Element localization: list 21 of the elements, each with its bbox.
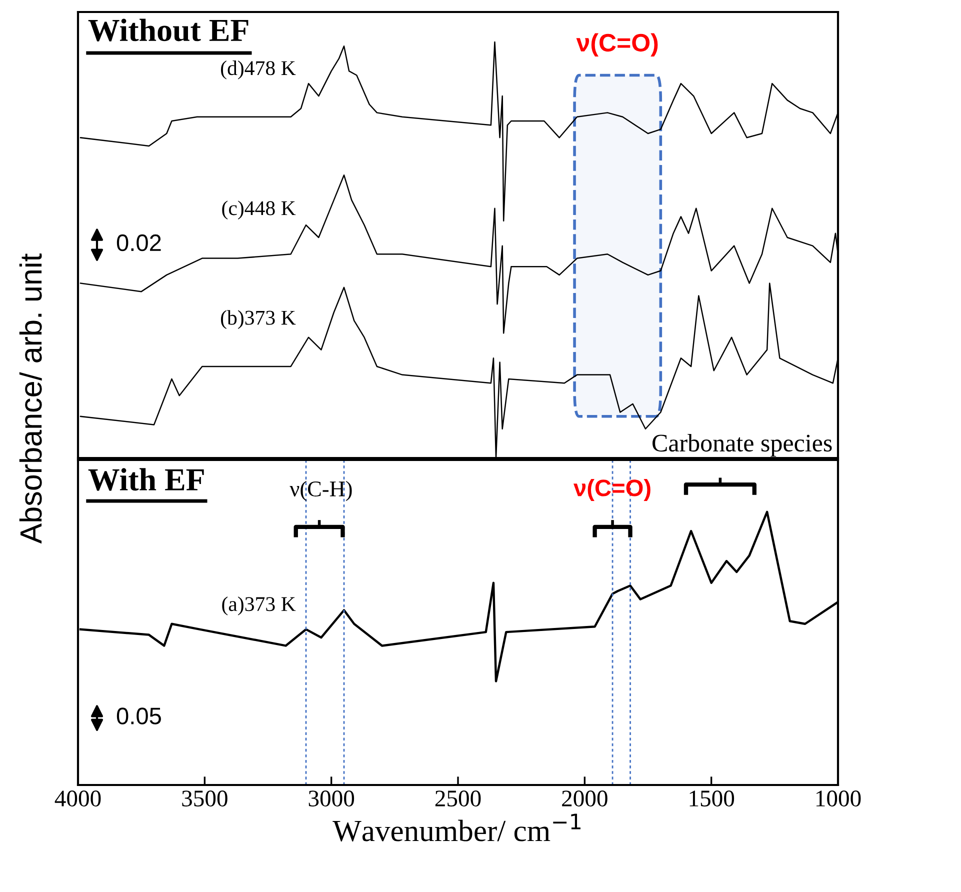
series-label: (b)373 K (220, 310, 296, 330)
annotation: Carbonate species (652, 434, 832, 457)
x-tick-label: 4000 (54, 790, 101, 806)
band-label: ν(C=O) (576, 33, 658, 57)
chart-title: With EF (88, 468, 204, 491)
x-tick-label: 2000 (562, 790, 608, 806)
annotation: 0.02 (116, 234, 161, 252)
x-tick-label: 1500 (690, 790, 734, 806)
text: ν(C-H) (290, 480, 352, 501)
text: ν(C=O) (574, 478, 650, 501)
annotation: 0.05 (116, 708, 161, 724)
x-tick-label: 1000 (816, 790, 861, 806)
y-axis-title: Absorbance/ arb. unit (19, 253, 42, 544)
x-axis-title: Wavenumber/ cm$^{−1}$ (332, 814, 580, 842)
series-label: (d)478 K (220, 60, 296, 80)
series-label: (a)373 K (222, 596, 296, 616)
chart-title: Without EF (88, 18, 248, 42)
series-label: (c)448 K (222, 200, 296, 220)
x-tick-label: 3000 (308, 790, 354, 806)
x-tick-label: 3500 (182, 790, 228, 806)
x-tick-label: 2500 (435, 790, 481, 806)
